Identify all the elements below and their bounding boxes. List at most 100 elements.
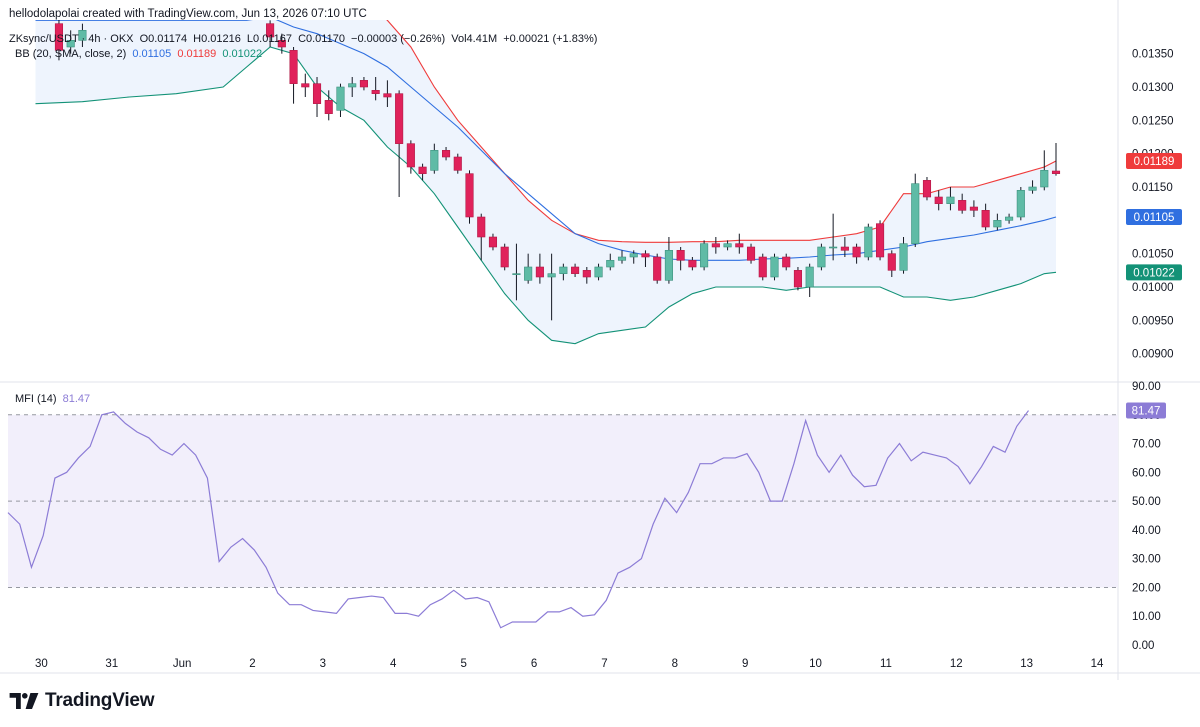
candle-body-up [829, 246, 838, 249]
symbol-label[interactable]: ZKsync/USDT · 4h · OKX [9, 33, 134, 45]
bb-lower-line [35, 46, 1057, 345]
candle-body-down [266, 23, 275, 38]
candle-body-down [653, 256, 662, 281]
candle-body-down [969, 206, 978, 211]
tradingview-logo-icon [9, 693, 39, 709]
candle [911, 173, 920, 247]
candle [348, 77, 357, 97]
candle-body-down [418, 166, 427, 174]
candle-body-down [958, 200, 967, 211]
price-tick-label: 0.01250 [1132, 115, 1174, 127]
candle [512, 243, 521, 301]
candle [312, 77, 322, 117]
mfi-tick-label: 90.00 [1132, 381, 1161, 393]
candle [793, 267, 803, 291]
candle-body-up [946, 196, 955, 204]
candle [441, 147, 451, 161]
mfi-tick-label: 70.00 [1132, 439, 1161, 451]
candle [289, 47, 298, 104]
candle [723, 240, 732, 251]
candle-body-down [922, 180, 932, 198]
candle [559, 263, 568, 281]
bb-label: BB (20, SMA, close, 2) [15, 48, 127, 60]
bb-lower-badge [1126, 264, 1182, 281]
candle [594, 263, 603, 281]
candle-body-up [817, 246, 826, 268]
candle [934, 190, 943, 211]
candle-body-up [594, 266, 603, 278]
candle-body-down [735, 243, 744, 248]
price-tick-label: 0.00950 [1132, 315, 1174, 327]
time-tick-label: 10 [809, 658, 822, 670]
candle-body-down [876, 223, 885, 258]
candle-body-up [1040, 170, 1049, 188]
candle [852, 243, 861, 264]
candle-body-down [301, 83, 310, 88]
bb-basis-value: 0.01105 [132, 48, 172, 60]
mfi-tick-label: 60.00 [1132, 467, 1161, 479]
candle-body-down [535, 266, 544, 278]
candle-body-up [911, 183, 920, 244]
candle-body-down [289, 50, 298, 84]
bb-basis-badge-label: 0.01105 [1134, 212, 1175, 224]
price-tick-label: 0.01000 [1132, 282, 1174, 294]
candle [477, 213, 486, 261]
bb-upper-badge [1126, 153, 1182, 169]
low-value: L0.01167 [246, 33, 292, 45]
candle [582, 267, 591, 284]
candle [688, 257, 697, 271]
mfi-tick-label: 10.00 [1132, 611, 1161, 623]
candle [266, 20, 275, 47]
close-value: C0.01170 [298, 33, 345, 45]
candle [805, 263, 814, 297]
candle-body-down [934, 196, 943, 204]
candle-body-up [899, 243, 908, 271]
candle [700, 240, 709, 271]
mfi-legend[interactable]: MFI (14) 81.47 [15, 393, 93, 405]
candle-body-up [547, 273, 556, 278]
candle-body-down [406, 143, 415, 168]
candle [664, 237, 673, 284]
candle [66, 30, 75, 54]
mfi-tick-label: 20.00 [1132, 582, 1161, 594]
candle-body-down [359, 80, 368, 88]
time-tick-label: 30 [35, 658, 48, 670]
candle-body-down [711, 243, 720, 248]
candle [430, 143, 439, 174]
mfi-label: MFI (14) [15, 393, 57, 405]
candle-body-down [395, 93, 404, 144]
mfi-last-badge-label: 81.47 [1132, 406, 1161, 418]
attribution: hellodolapolai created with TradingView.… [9, 8, 367, 20]
mfi-last-badge [1126, 402, 1166, 419]
time-tick-label: 4 [390, 658, 397, 670]
candle-body-down [371, 90, 380, 94]
candle-body-down [488, 236, 498, 248]
time-tick-label: 9 [742, 658, 748, 670]
candle-body-down [582, 270, 591, 278]
time-tick-label: 3 [320, 658, 326, 670]
candle [54, 20, 64, 61]
candle-body-down [54, 23, 64, 51]
candle [922, 177, 932, 201]
bb-legend[interactable]: BB (20, SMA, close, 2) 0.01105 0.01189 0… [15, 48, 265, 60]
candle-body-down [1051, 170, 1061, 174]
price-tick-label: 0.01150 [1132, 182, 1173, 194]
mfi-tick-label: 0.00 [1132, 640, 1154, 652]
time-tick-label: 31 [105, 658, 118, 670]
candle-body-up [606, 260, 615, 268]
time-tick-label: 5 [460, 658, 466, 670]
tradingview-logo[interactable]: TradingView [9, 690, 155, 712]
candle [676, 247, 685, 271]
candle [488, 233, 498, 251]
candle [535, 253, 544, 284]
candle [829, 213, 838, 261]
open-value: O0.01174 [139, 33, 188, 45]
high-value: H0.01216 [193, 33, 241, 45]
candle [301, 73, 310, 97]
candle [770, 253, 779, 281]
candle-body-up [864, 226, 873, 258]
candle-body-up [336, 86, 345, 111]
mfi-tick-label: 30.00 [1132, 554, 1161, 566]
candle-body-down [746, 246, 756, 261]
mfi-value: 81.47 [62, 393, 91, 405]
